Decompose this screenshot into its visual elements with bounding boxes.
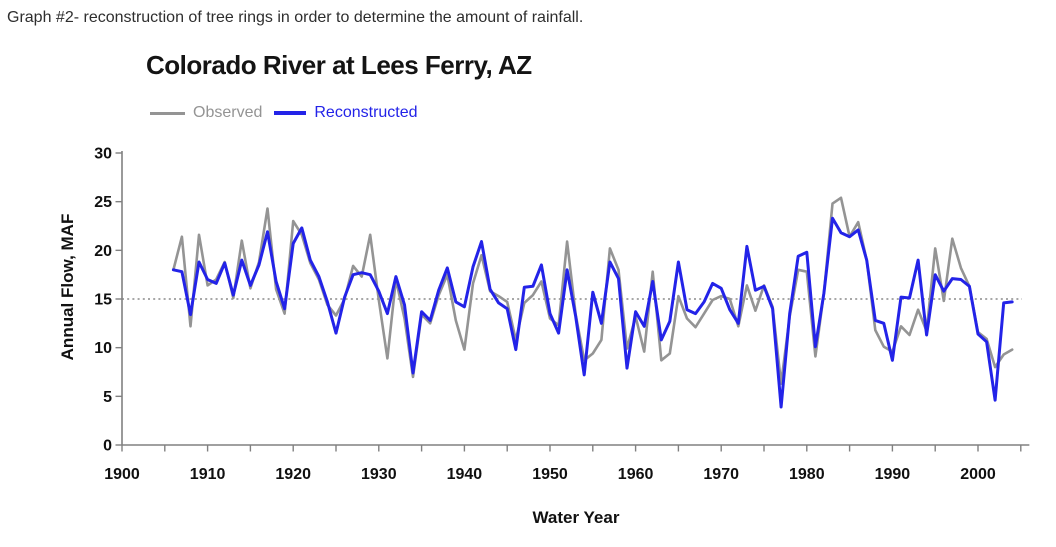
y-tick-label: 5 xyxy=(103,389,112,406)
y-tick-label: 0 xyxy=(103,438,112,455)
x-tick-label: 1980 xyxy=(789,466,825,483)
y-tick-label: 20 xyxy=(94,243,112,260)
x-tick-label: 1990 xyxy=(875,466,911,483)
x-tick-label: 1950 xyxy=(532,466,568,483)
x-tick-label: 1920 xyxy=(275,466,311,483)
x-tick-label: 1960 xyxy=(618,466,654,483)
x-tick-label: 1970 xyxy=(703,466,739,483)
legend-item-reconstructed: Reconstructed xyxy=(274,104,418,122)
x-axis-title: Water Year xyxy=(532,508,620,527)
observed-line-swatch xyxy=(150,111,185,115)
x-tick-label: 1900 xyxy=(104,466,140,483)
reconstructed-series-line xyxy=(171,216,1014,409)
caption-text: Graph #2- reconstruction of tree rings i… xyxy=(7,9,584,26)
x-tick-label: 1940 xyxy=(447,466,483,483)
legend-label-reconstructed: Reconstructed xyxy=(314,104,418,121)
legend-item-observed: Observed xyxy=(150,104,262,122)
chart-title: Colorado River at Lees Ferry, AZ xyxy=(146,50,532,80)
y-tick-label: 30 xyxy=(94,146,112,163)
reconstructed-line-swatch xyxy=(274,111,307,115)
y-tick-label: 10 xyxy=(94,340,112,357)
y-tick-label: 15 xyxy=(94,292,112,309)
legend: Observed Reconstructed xyxy=(150,104,418,122)
x-tick-label: 2000 xyxy=(960,466,996,483)
x-tick-label: 1910 xyxy=(190,466,226,483)
y-tick-label: 25 xyxy=(94,194,112,211)
x-tick-label: 1930 xyxy=(361,466,397,483)
legend-label-observed: Observed xyxy=(193,104,263,121)
